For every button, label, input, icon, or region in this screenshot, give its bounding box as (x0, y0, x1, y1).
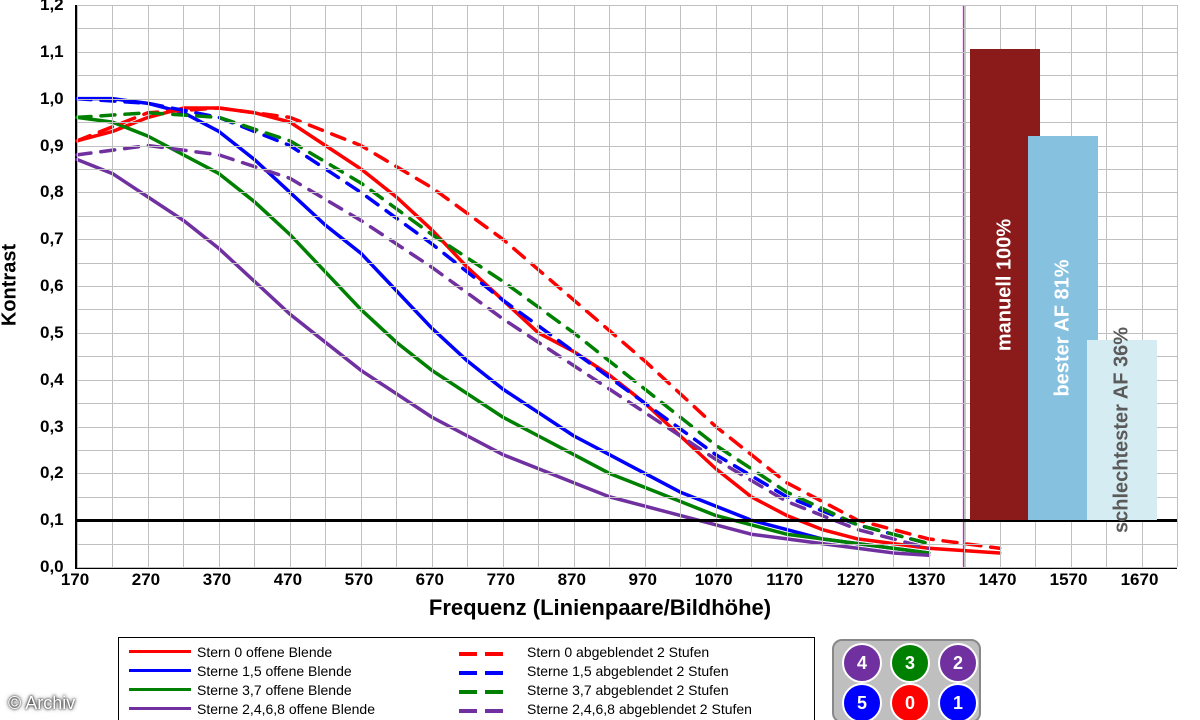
xtick-label: 470 (274, 570, 302, 590)
star-position-panel: 432 501 (832, 639, 981, 720)
af-quality-bar-label: schlechtester AF 36% (1110, 327, 1133, 533)
legend-item-label: Sterne 3,7 offene Blende (197, 682, 352, 698)
ytick-label: 0,9 (40, 136, 64, 156)
xtick-label: 1170 (766, 570, 803, 590)
ytick-label: 0,0 (40, 557, 64, 577)
ytick-label: 0,2 (40, 463, 64, 483)
ytick-label: 0,8 (40, 182, 64, 202)
y-axis-label: Kontrast (0, 244, 22, 326)
xtick-label: 1270 (837, 570, 875, 590)
legend-item-label: Sterne 1,5 offene Blende (197, 663, 352, 679)
legend-item-label: Sterne 2,4,6,8 abgeblendet 2 Stufen (527, 701, 752, 717)
xtick-label: 570 (345, 570, 373, 590)
xtick-label: 270 (132, 570, 160, 590)
star-position-circle: 4 (842, 643, 882, 683)
ytick-label: 0,4 (40, 370, 64, 390)
legend-item: Sterne 1,5 offene Blende (119, 661, 375, 680)
xtick-label: 1670 (1121, 570, 1159, 590)
legend-item: Stern 0 abgeblendet 2 Stufen (449, 642, 752, 661)
ytick-label: 0,3 (40, 417, 64, 437)
star-position-circle: 1 (938, 683, 978, 720)
x-axis-label: Frequenz (Linienpaare/Bildhöhe) (0, 595, 1200, 621)
mtf-chart: manuell 100% bester AF 81% schlechtester A… (0, 0, 1200, 720)
legend-item-label: Stern 0 offene Blende (197, 644, 332, 660)
ytick-label: 0,5 (40, 323, 64, 343)
xtick-label: 370 (203, 570, 231, 590)
xtick-label: 1070 (695, 570, 733, 590)
legend-item-label: Sterne 3,7 abgeblendet 2 Stufen (527, 682, 729, 698)
legend-item: Sterne 3,7 offene Blende (119, 680, 375, 699)
af-quality-bar-label: manuell 100% (994, 219, 1017, 351)
ytick-label: 1,1 (40, 42, 64, 62)
copyright-archiv: © Archiv (8, 693, 75, 714)
legend-item-label: Sterne 2,4,6,8 offene Blende (197, 701, 375, 717)
star-position-circle: 0 (890, 683, 930, 720)
xtick-label: 1370 (908, 570, 946, 590)
legend-item-label: Stern 0 abgeblendet 2 Stufen (527, 644, 709, 660)
ytick-label: 0,6 (40, 276, 64, 296)
xtick-label: 870 (558, 570, 586, 590)
legend-item-label: Sterne 1,5 abgeblendet 2 Stufen (527, 663, 729, 679)
xtick-label: 1570 (1050, 570, 1088, 590)
legend: Stern 0 offene Blende Sterne 1,5 offene B… (118, 637, 815, 720)
ytick-label: 1,2 (40, 0, 64, 15)
xtick-label: 1470 (979, 570, 1017, 590)
ytick-label: 0,7 (40, 229, 64, 249)
legend-item: Sterne 2,4,6,8 offene Blende (119, 699, 375, 718)
star-position-circle: 2 (938, 643, 978, 683)
af-quality-bar-label: bester AF 81% (1052, 260, 1075, 397)
xtick-label: 170 (61, 570, 89, 590)
star-position-circle: 5 (842, 683, 882, 720)
legend-item: Stern 0 offene Blende (119, 642, 375, 661)
plot-area: manuell 100% bester AF 81% schlechtester A… (75, 5, 1177, 569)
ytick-label: 1,0 (40, 89, 64, 109)
legend-item: Sterne 2,4,6,8 abgeblendet 2 Stufen (449, 699, 752, 718)
legend-item: Sterne 1,5 abgeblendet 2 Stufen (449, 661, 752, 680)
xtick-label: 970 (629, 570, 657, 590)
ytick-label: 0,1 (40, 510, 64, 530)
legend-item: Sterne 3,7 abgeblendet 2 Stufen (449, 680, 752, 699)
xtick-label: 670 (416, 570, 444, 590)
xtick-label: 770 (487, 570, 515, 590)
star-position-circle: 3 (890, 643, 930, 683)
